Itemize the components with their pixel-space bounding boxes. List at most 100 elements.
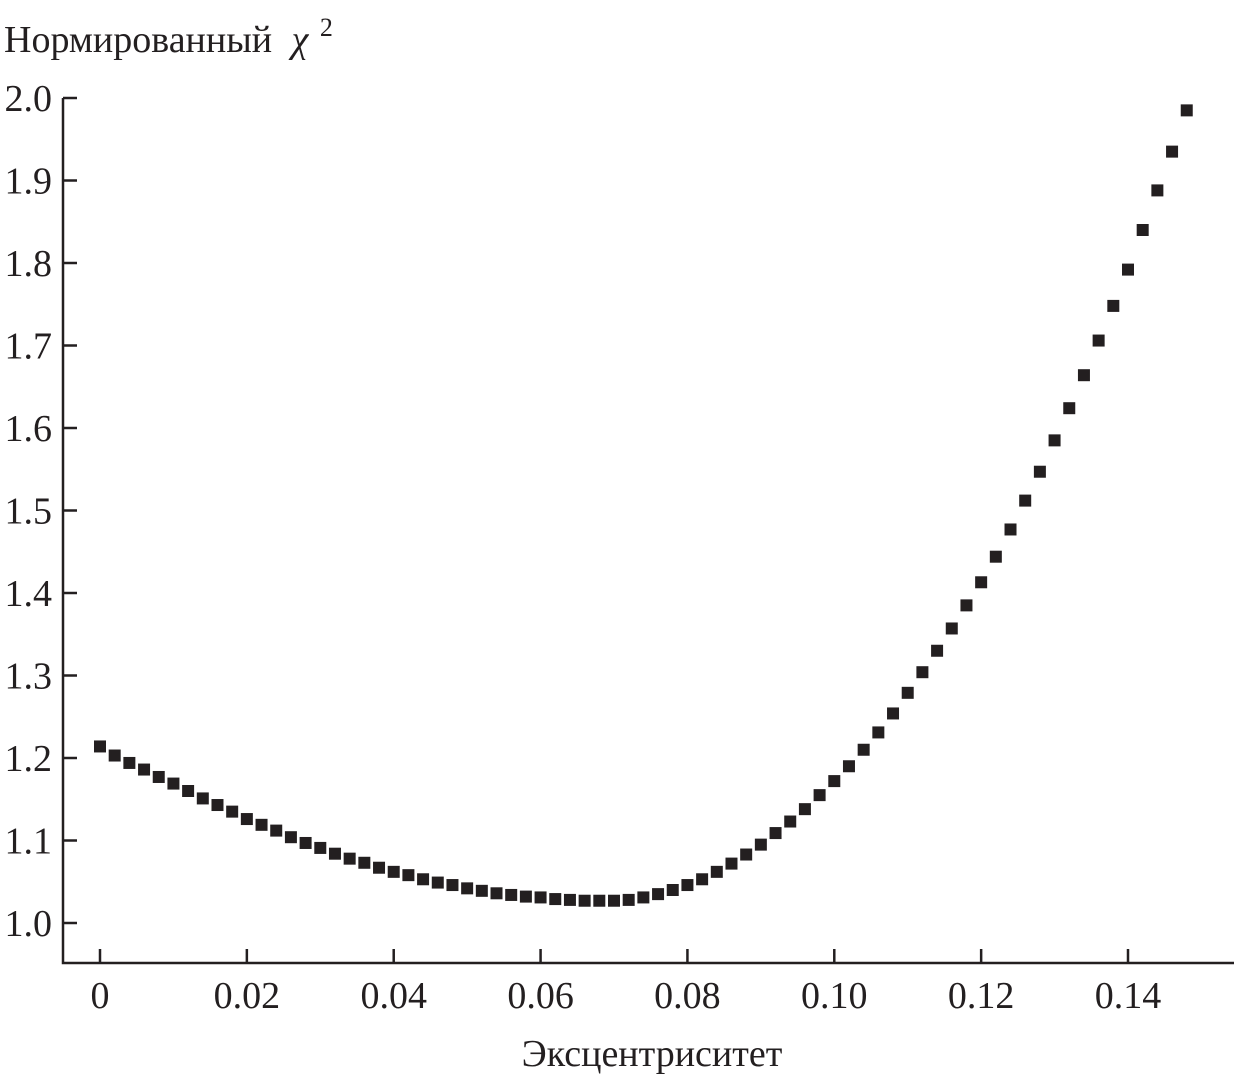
y-tick-label: 1.2 — [5, 738, 53, 780]
data-point — [490, 887, 503, 900]
y-tick-label: 2.0 — [5, 78, 53, 120]
data-point — [989, 550, 1002, 563]
data-points — [94, 104, 1193, 907]
data-point — [373, 861, 386, 874]
data-point — [108, 749, 121, 762]
data-point — [211, 799, 224, 812]
data-point — [784, 815, 797, 828]
data-point — [1166, 145, 1179, 158]
data-point — [563, 893, 576, 906]
data-point — [549, 893, 562, 906]
data-point — [931, 644, 944, 657]
data-point — [1077, 369, 1090, 382]
data-point — [828, 775, 841, 788]
data-point — [1019, 494, 1032, 507]
y-axis-title: Нормированный χ 2 — [4, 13, 333, 61]
data-point — [1107, 299, 1120, 312]
data-point — [328, 847, 341, 860]
y-tick-label: 1.6 — [5, 408, 53, 450]
data-point — [637, 891, 650, 904]
y-tick-label: 1.7 — [5, 326, 53, 368]
data-point — [240, 813, 253, 826]
data-point — [461, 882, 474, 895]
data-point — [622, 893, 635, 906]
y-tick-label: 1.8 — [5, 243, 53, 285]
data-point — [1180, 104, 1193, 117]
data-point — [975, 576, 988, 589]
y-tick-label: 1.9 — [5, 161, 53, 203]
data-point — [901, 686, 914, 699]
x-tick-label: 0.08 — [654, 975, 721, 1017]
data-point — [754, 838, 767, 851]
y-tick-label: 1.0 — [5, 903, 53, 945]
data-point — [475, 884, 488, 897]
data-point — [446, 879, 459, 892]
data-point — [916, 666, 929, 679]
data-point — [887, 707, 900, 720]
data-point — [94, 740, 106, 753]
data-point — [270, 824, 283, 837]
data-point — [960, 599, 973, 612]
data-point — [725, 857, 738, 870]
data-point — [534, 891, 547, 904]
data-point — [652, 888, 665, 901]
y-tick-label: 1.5 — [5, 491, 53, 533]
data-point — [608, 894, 620, 907]
x-tick-label: 0.02 — [214, 975, 281, 1017]
data-point — [417, 873, 430, 886]
x-tick-label: 0.12 — [948, 975, 1015, 1017]
data-point — [666, 884, 679, 896]
data-point — [945, 622, 958, 635]
data-point — [123, 756, 136, 769]
data-point — [138, 763, 151, 776]
y-tick-label: 1.3 — [5, 656, 53, 698]
data-point — [167, 777, 180, 790]
data-point — [593, 894, 606, 907]
data-point — [431, 876, 444, 889]
data-point — [813, 789, 826, 802]
data-point — [255, 818, 268, 831]
x-tick-label: 0.04 — [360, 975, 427, 1017]
data-point — [1063, 402, 1076, 415]
data-point — [696, 873, 709, 886]
y-tick-label: 1.4 — [5, 573, 53, 615]
data-point — [842, 760, 855, 773]
data-point — [1004, 523, 1017, 536]
x-tick-label: 0 — [91, 975, 110, 1017]
data-point — [1151, 184, 1164, 197]
data-point — [857, 743, 870, 756]
data-point — [578, 894, 591, 907]
x-tick-label: 0.14 — [1095, 975, 1162, 1017]
x-axis-ticks: 0 0.02 0.04 0.06 0.08 0.10 0.12 0.14 — [91, 949, 1162, 1017]
data-point — [299, 836, 312, 849]
data-point — [505, 888, 518, 901]
y-axis-title-text: Нормированный — [4, 19, 272, 61]
data-point — [343, 852, 356, 865]
data-point — [798, 803, 811, 816]
data-point — [314, 841, 327, 854]
data-point — [152, 770, 165, 783]
y-axis-ticks: 1.0 1.1 1.2 1.3 1.4 1.5 1.6 1.7 1.8 1.9 2.0 — [5, 78, 77, 945]
data-point — [519, 890, 532, 903]
data-point — [681, 879, 694, 892]
data-point — [710, 865, 723, 878]
data-point — [387, 865, 400, 878]
data-point — [1048, 434, 1061, 447]
x-tick-label: 0.10 — [801, 975, 868, 1017]
x-tick-label: 0.06 — [507, 975, 574, 1017]
data-point — [358, 856, 371, 869]
data-point — [1136, 224, 1149, 236]
y-axis-title-symbol: χ — [288, 19, 310, 61]
x-axis-title: Эксцентриситет — [522, 1033, 783, 1075]
y-axis-title-superscript: 2 — [320, 13, 333, 42]
y-tick-label: 1.1 — [5, 821, 53, 863]
data-point — [284, 831, 297, 844]
data-point — [402, 869, 415, 882]
data-point — [226, 805, 239, 818]
data-point — [1092, 334, 1105, 347]
data-point — [872, 726, 885, 739]
axes-frame — [61, 98, 1234, 965]
data-point — [1122, 263, 1134, 276]
data-point — [182, 785, 195, 797]
